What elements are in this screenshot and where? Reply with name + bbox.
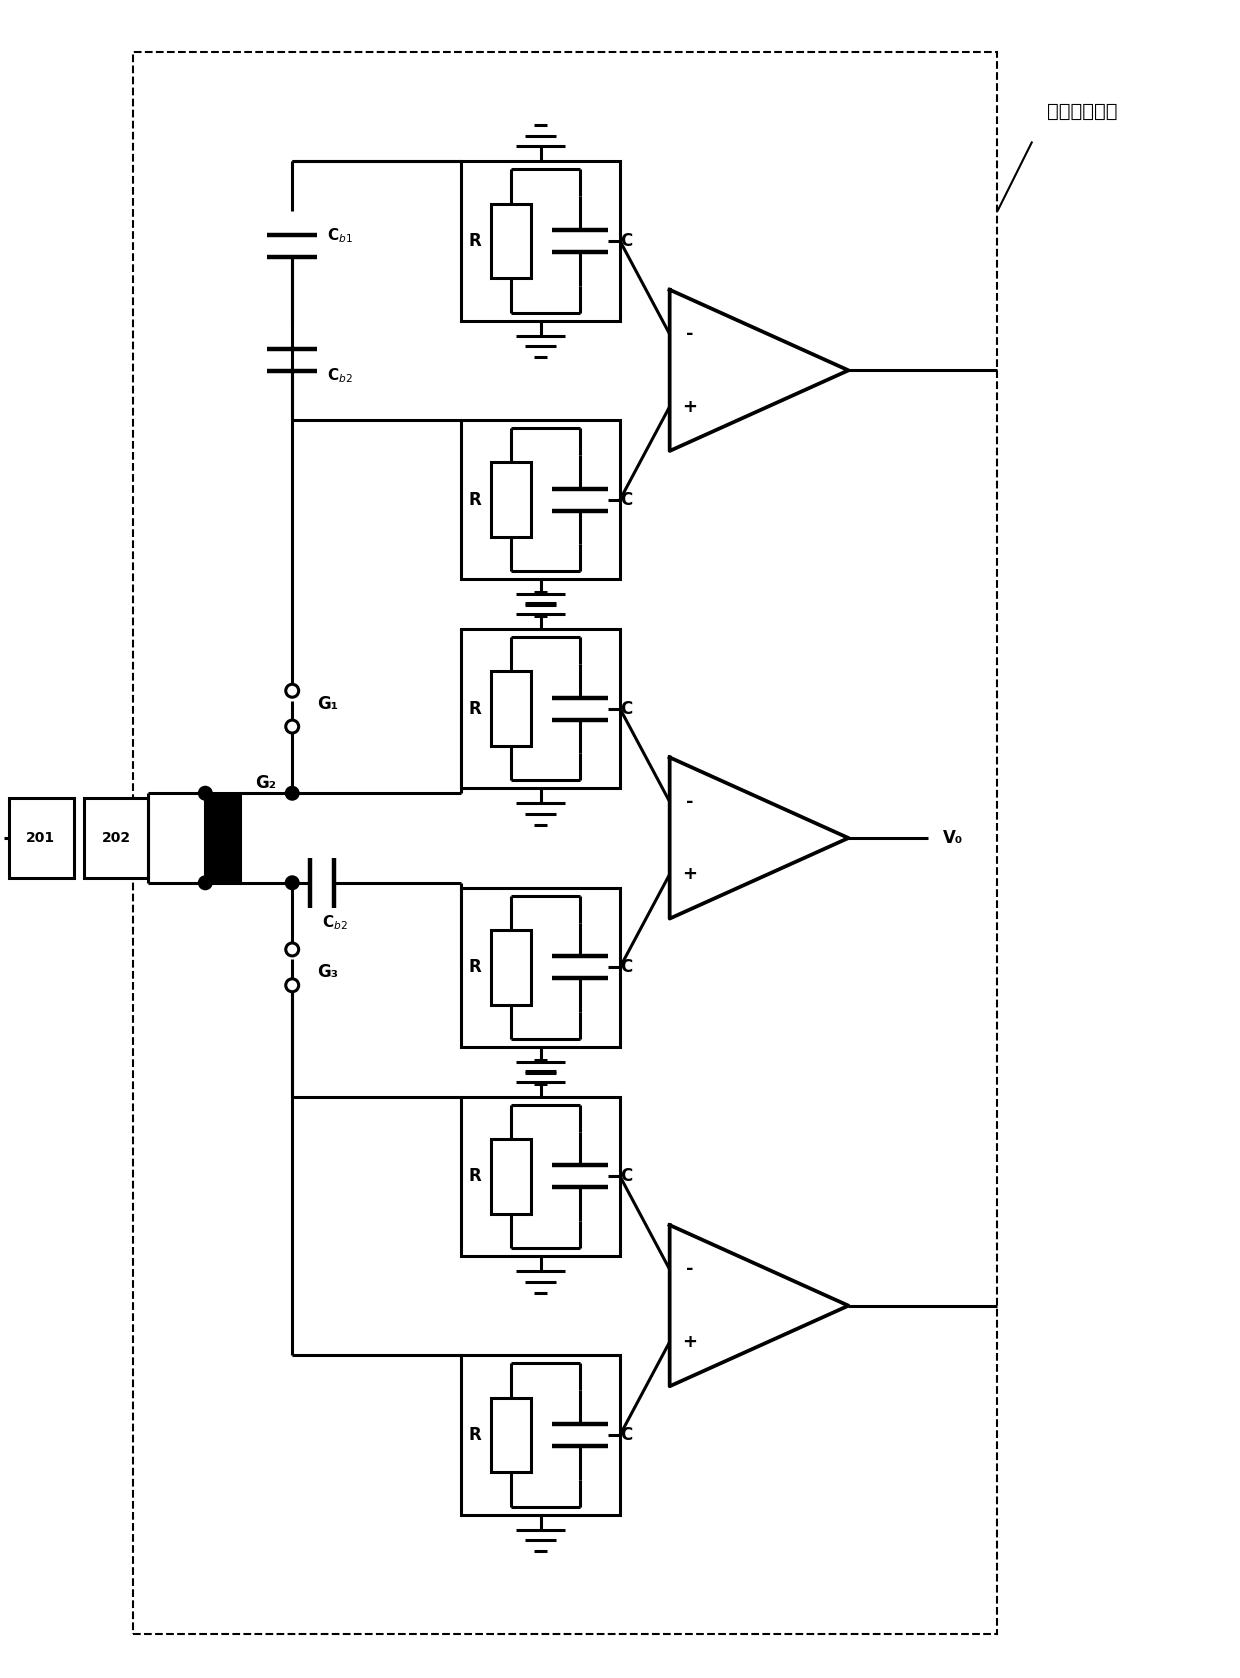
Text: V₀: V₀ — [942, 829, 963, 847]
Text: C: C — [620, 700, 632, 718]
Text: C: C — [620, 490, 632, 508]
Bar — [491, 930, 531, 1005]
Bar — [461, 1097, 620, 1255]
Circle shape — [200, 787, 211, 799]
Text: -: - — [686, 326, 693, 342]
Text: +: + — [682, 398, 697, 416]
Text: 信号处理模块: 信号处理模块 — [1047, 102, 1117, 121]
Polygon shape — [670, 757, 848, 918]
Circle shape — [286, 878, 298, 889]
Text: C$_{b2}$: C$_{b2}$ — [327, 366, 352, 384]
Circle shape — [285, 685, 299, 696]
Text: -: - — [686, 1260, 693, 1279]
Text: C$_{b1}$: C$_{b1}$ — [327, 227, 353, 245]
Polygon shape — [670, 1225, 848, 1386]
Bar — [491, 1139, 531, 1213]
Bar — [491, 1398, 531, 1472]
Bar — [461, 629, 620, 789]
Text: C$_{b2}$: C$_{b2}$ — [322, 913, 347, 931]
Text: C: C — [620, 1168, 632, 1185]
Text: C: C — [620, 232, 632, 250]
Bar — [83, 799, 149, 878]
Text: -: - — [686, 792, 693, 810]
Bar — [491, 671, 531, 747]
Text: R: R — [469, 700, 481, 718]
Text: R: R — [469, 1168, 481, 1185]
Text: R: R — [469, 232, 481, 250]
Text: R: R — [469, 490, 481, 508]
Text: R: R — [469, 958, 481, 977]
Text: +: + — [682, 1332, 697, 1351]
Text: C: C — [620, 958, 632, 977]
Text: 201: 201 — [26, 831, 56, 846]
Text: R: R — [469, 1426, 481, 1445]
Bar — [461, 1356, 620, 1515]
Polygon shape — [670, 290, 848, 451]
Bar — [461, 161, 620, 320]
Circle shape — [285, 943, 299, 956]
Bar — [9, 799, 73, 878]
Bar — [491, 203, 531, 279]
Text: G₂: G₂ — [255, 774, 277, 792]
Bar — [491, 463, 531, 537]
Circle shape — [286, 787, 298, 799]
Bar — [133, 52, 997, 1634]
Text: C: C — [620, 1426, 632, 1445]
Text: G₃: G₃ — [317, 963, 339, 982]
Circle shape — [200, 878, 211, 889]
Text: G₁: G₁ — [317, 695, 339, 713]
Circle shape — [285, 978, 299, 992]
Text: +: + — [682, 866, 697, 883]
Bar — [206, 794, 241, 883]
Bar — [461, 420, 620, 579]
Text: 202: 202 — [102, 831, 131, 846]
Circle shape — [285, 720, 299, 733]
Bar — [461, 888, 620, 1047]
